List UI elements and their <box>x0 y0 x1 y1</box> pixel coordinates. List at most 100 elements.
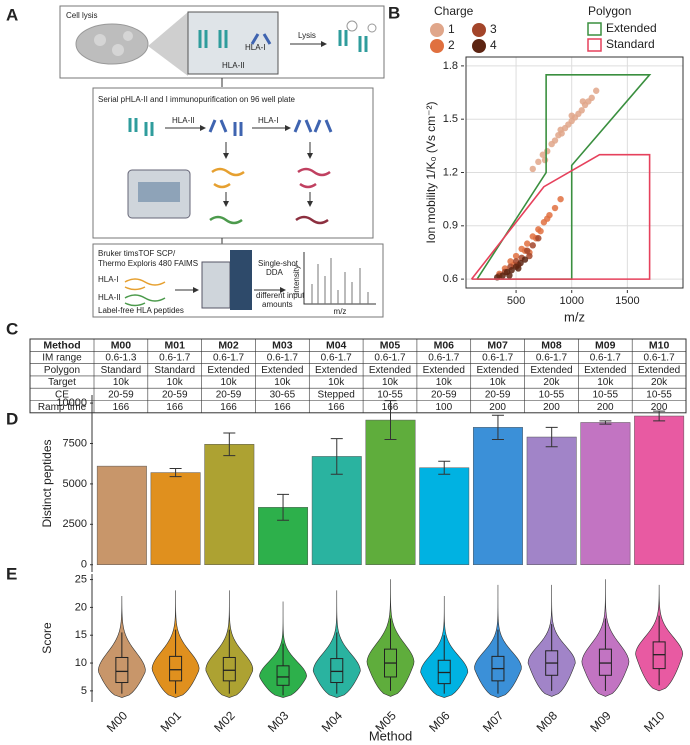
table-header: M02 <box>218 339 239 351</box>
table-cell: Standard <box>101 365 142 376</box>
x-tick-label: 1000 <box>559 295 583 307</box>
table-cell: Extended <box>477 365 519 376</box>
point <box>557 195 564 203</box>
plot-frame <box>465 56 684 289</box>
table-cell: 0.6-1.3 <box>105 353 137 364</box>
bar <box>580 422 631 565</box>
table-cell: 200 <box>651 402 668 413</box>
method-label: Single-shot <box>258 259 299 268</box>
table-cell: 166 <box>274 402 291 413</box>
y-axis-title: Ion mobility 1/K₀ (Vs cm⁻²) <box>424 101 438 243</box>
error-bar <box>599 420 612 425</box>
x-tick-label: M10 <box>641 708 668 735</box>
legend-swatch <box>430 23 444 37</box>
table-cell: 10-55 <box>539 389 565 400</box>
point <box>506 272 513 279</box>
table-header: M00 <box>111 339 132 351</box>
legend-swatch <box>587 38 602 52</box>
method-label: DDA <box>266 268 284 277</box>
point <box>541 156 549 164</box>
table-cell: Extended <box>530 365 572 376</box>
peptides <box>297 167 331 189</box>
x-tick-label: M04 <box>319 708 346 735</box>
workflow-diagram: HLA-I HLA-II Cell lysis Lysis Serial pHL… <box>59 5 385 318</box>
table-cell: 0.6-1.7 <box>213 353 245 364</box>
table-cell: 10-55 <box>646 389 672 400</box>
table-cell: 10k <box>220 377 237 388</box>
point <box>515 265 522 272</box>
method-label: amounts <box>262 300 293 309</box>
peptides <box>124 294 166 307</box>
peptides <box>295 215 329 225</box>
table-header: M07 <box>487 339 508 351</box>
error-bar <box>277 493 290 521</box>
table-cell: CE <box>55 389 69 400</box>
table-header: M01 <box>165 339 186 351</box>
lysate-molecules <box>128 118 154 136</box>
panel-label: B <box>388 3 400 22</box>
table-cell: 10k <box>113 377 130 388</box>
cell <box>123 31 133 41</box>
mass-spectrometer <box>230 250 252 310</box>
table-cell: 0.6-1.7 <box>590 353 622 364</box>
y-tick-label: 20 <box>75 601 87 613</box>
cell <box>94 34 106 46</box>
table-cell: 0.6-1.7 <box>374 353 406 364</box>
y-tick-label: 1.5 <box>443 113 458 125</box>
error-bar <box>330 438 343 475</box>
legend-swatch <box>587 22 602 36</box>
lysate-debris <box>346 20 358 32</box>
bar <box>526 436 577 565</box>
table-cell: 100 <box>435 402 452 413</box>
peptides <box>211 167 245 189</box>
table-cell: 10k <box>167 377 184 388</box>
spectrum-y-label: Intensity <box>292 265 301 295</box>
table-cell: Extended <box>315 365 357 376</box>
point <box>578 107 585 114</box>
table-cell: 166 <box>328 402 345 413</box>
table-cell: Target <box>48 377 76 388</box>
x-tick-label: M06 <box>426 708 453 735</box>
box <box>115 656 129 684</box>
point <box>508 267 515 274</box>
x-axis-title: m/z <box>564 309 585 324</box>
bar <box>204 444 255 565</box>
y-tick-label: 0.9 <box>443 220 458 232</box>
y-tick-label: 0.6 <box>443 273 458 285</box>
spectrum-x-label: m/z <box>334 307 347 316</box>
y-tick-label: 25 <box>75 573 87 585</box>
x-tick-label: M08 <box>534 708 561 735</box>
table-cell: 10k <box>382 377 399 388</box>
table-cell: 166 <box>166 402 183 413</box>
legend-label: 1 <box>448 22 455 36</box>
table-cell: 10k <box>490 377 507 388</box>
legend-label: Extended <box>606 21 657 35</box>
legend-title: Polygon <box>588 4 631 18</box>
table-cell: Stepped <box>318 389 355 400</box>
point <box>521 256 529 263</box>
legend-label: 4 <box>490 38 497 52</box>
legend-swatch <box>472 39 486 53</box>
table-cell: 200 <box>597 402 614 413</box>
point <box>535 235 542 242</box>
box-title: Serial pHLA-II and I immunopurification … <box>98 95 296 104</box>
instrument-label: Thermo Exploris 480 FAIMS <box>98 259 198 268</box>
table-cell: 0.6-1.7 <box>482 353 514 364</box>
x-tick-label: M00 <box>104 708 131 735</box>
panel-label: C <box>6 319 18 338</box>
x-tick-label: 1500 <box>615 295 639 307</box>
table-cell: Polygon <box>44 365 80 376</box>
y-tick-label: 1.2 <box>443 166 458 178</box>
point <box>535 158 542 166</box>
table-cell: Extended <box>261 365 303 376</box>
point <box>517 259 524 267</box>
peptides <box>209 215 243 225</box>
bar <box>96 465 147 565</box>
point <box>568 112 575 119</box>
box-title: Cell lysis <box>66 11 98 20</box>
table-cell: 20-59 <box>216 389 242 400</box>
box <box>222 656 236 682</box>
zoom-cone <box>148 12 188 76</box>
point <box>524 247 531 254</box>
